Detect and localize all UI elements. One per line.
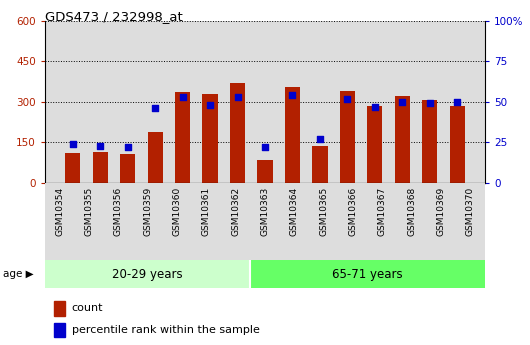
Text: GDS473 / 232998_at: GDS473 / 232998_at	[45, 10, 183, 23]
Text: GSM10370: GSM10370	[466, 187, 475, 236]
Bar	[54, 301, 65, 316]
Text: percentile rank within the sample: percentile rank within the sample	[72, 325, 259, 335]
Text: 20-29 years: 20-29 years	[112, 268, 183, 281]
Text: GSM10365: GSM10365	[319, 187, 328, 236]
Bar	[395, 96, 410, 183]
Point	[398, 99, 407, 105]
Text: GSM10355: GSM10355	[85, 187, 93, 236]
Bar	[450, 106, 465, 183]
Text: GSM10354: GSM10354	[55, 187, 64, 236]
Point	[343, 96, 352, 101]
Point	[288, 92, 297, 98]
Bar	[312, 146, 328, 183]
Bar	[422, 100, 437, 183]
Bar	[258, 160, 272, 183]
Point	[426, 101, 434, 106]
Bar	[93, 152, 108, 183]
Point	[123, 145, 132, 150]
Text: GSM10361: GSM10361	[202, 187, 211, 236]
Point	[370, 104, 379, 109]
Point	[178, 94, 187, 100]
Point	[316, 136, 324, 142]
Text: 65-71 years: 65-71 years	[332, 268, 403, 281]
Text: GSM10366: GSM10366	[349, 187, 357, 236]
Bar	[45, 183, 485, 260]
Bar	[54, 323, 65, 337]
Point	[233, 94, 242, 100]
Text: GSM10362: GSM10362	[231, 187, 240, 236]
Bar	[202, 94, 218, 183]
Bar	[45, 260, 250, 288]
Text: GSM10356: GSM10356	[114, 187, 123, 236]
Bar	[147, 131, 163, 183]
Bar	[250, 260, 485, 288]
Text: GSM10364: GSM10364	[290, 187, 299, 236]
Text: GSM10360: GSM10360	[173, 187, 181, 236]
Bar	[340, 91, 355, 183]
Point	[96, 143, 104, 148]
Point	[151, 106, 160, 111]
Text: count: count	[72, 303, 103, 313]
Point	[453, 99, 462, 105]
Point	[206, 102, 214, 108]
Bar	[65, 153, 80, 183]
Text: GSM10359: GSM10359	[143, 187, 152, 236]
Bar	[367, 106, 383, 183]
Text: GSM10367: GSM10367	[378, 187, 387, 236]
Point	[68, 141, 77, 147]
Bar	[230, 83, 245, 183]
Bar	[175, 92, 190, 183]
Bar	[285, 87, 300, 183]
Bar	[120, 155, 135, 183]
Text: GSM10368: GSM10368	[407, 187, 416, 236]
Text: GSM10363: GSM10363	[261, 187, 269, 236]
Text: age ▶: age ▶	[3, 269, 33, 279]
Point	[261, 145, 269, 150]
Text: GSM10369: GSM10369	[437, 187, 445, 236]
